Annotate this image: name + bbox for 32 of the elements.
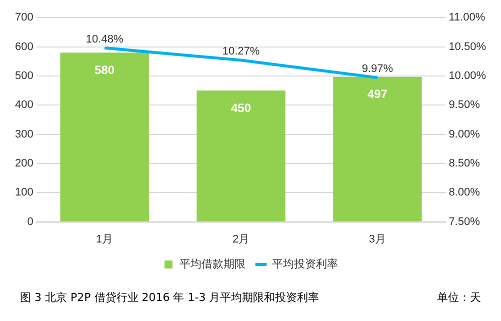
y-tick-label: 700 [14,12,34,24]
legend-label: 平均借款期限 [180,258,246,271]
legend-label: 平均投资利率 [272,258,338,271]
y2-tick-label: 10.50% [448,40,486,53]
x-tick-label: 2月 [232,233,250,246]
data-label: 9.97% [362,63,394,76]
data-label: 10.27% [222,46,260,58]
bar [196,90,286,222]
y2-tick-label: 7.50% [448,216,480,228]
y-tick-label: 200 [14,157,34,170]
bar [60,52,149,222]
y-tick-label: 300 [14,128,34,140]
bar [333,76,422,222]
text: 单位：天 [437,290,481,305]
data-label: 10.48% [86,33,124,46]
y-tick-label: 400 [14,99,34,112]
caption: 图 3 北京 P2P 借贷行业 2016 年 1-3 月平均期限和投资利率 [20,290,320,305]
y2-tick-label: 10.00% [448,70,486,82]
y2-tick-label: 8.50% [448,157,480,170]
y2-tick-label: 11.00% [448,12,486,24]
y2-tick-label: 9.00% [448,128,480,140]
y2-tick-label: 9.50% [448,99,480,112]
data-label: 450 [231,100,252,115]
y-tick-label: 100 [14,186,34,199]
data-label: 580 [94,62,115,77]
x-tick-label: 3月 [368,233,386,246]
y2-tick-label: 8.00% [448,186,480,199]
y-tick-label: 0 [27,216,34,228]
y-tick-label: 500 [14,70,34,82]
y-tick-label: 600 [14,40,34,53]
x-tick-label: 1月 [96,233,114,246]
data-label: 497 [367,87,388,102]
